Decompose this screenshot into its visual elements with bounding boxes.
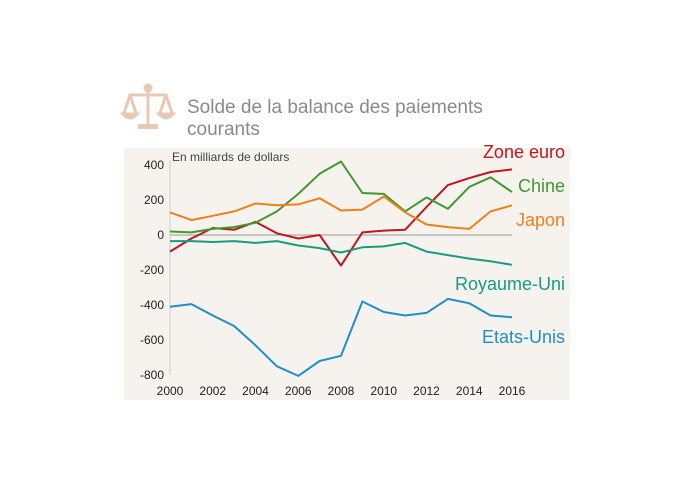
- x-tick-label: 2008: [328, 384, 355, 398]
- series-line-chine: [169, 160, 513, 234]
- series-line-etats-unis: [169, 297, 513, 377]
- legend-label-zone-euro: Zone euro: [483, 142, 565, 162]
- chart-title: Solde de la balance des paiements couran…: [187, 97, 488, 140]
- x-tick-label: 2014: [456, 384, 483, 398]
- plot-background: [124, 148, 570, 400]
- x-tick-label: 2004: [242, 384, 269, 398]
- x-axis: 2000 2002 2004 2006 2008 2010 2012 2014 2016: [157, 384, 526, 398]
- legend: Zone euro Chine Japon Royaume-Uni Etats-Unis: [455, 142, 565, 347]
- y-tick-label: -200: [140, 263, 164, 277]
- x-tick-label: 2012: [413, 384, 440, 398]
- y-tick-label: -400: [140, 298, 164, 312]
- series-line-zone-euro: [169, 168, 513, 267]
- series-line-royaume-uni: [170, 240, 513, 266]
- y-tick-label: 200: [144, 193, 164, 207]
- y-tick-label: -800: [140, 368, 164, 382]
- plot-area: [169, 160, 512, 375]
- x-tick-label: 2006: [285, 384, 312, 398]
- legend-label-royaume-uni: Royaume-Uni: [455, 274, 565, 294]
- y-tick-label: -600: [140, 333, 164, 347]
- scales-icon: [119, 83, 177, 129]
- legend-label-chine: Chine: [518, 176, 565, 196]
- x-tick-label: 2010: [370, 384, 397, 398]
- y-axis: 400 200 0 -200 -400 -600 -800: [140, 158, 164, 382]
- x-tick-label: 2016: [499, 384, 526, 398]
- legend-label-japon: Japon: [516, 210, 565, 230]
- x-tick-label: 2002: [199, 384, 226, 398]
- x-tick-label: 2000: [157, 384, 184, 398]
- legend-label-etats-unis: Etats-Unis: [482, 327, 565, 347]
- y-tick-label: 0: [157, 228, 164, 242]
- series-group: [169, 160, 513, 377]
- series-line-japon: [169, 195, 513, 230]
- y-tick-label: 400: [144, 158, 164, 172]
- unit-label: En milliards de dollars: [172, 150, 289, 164]
